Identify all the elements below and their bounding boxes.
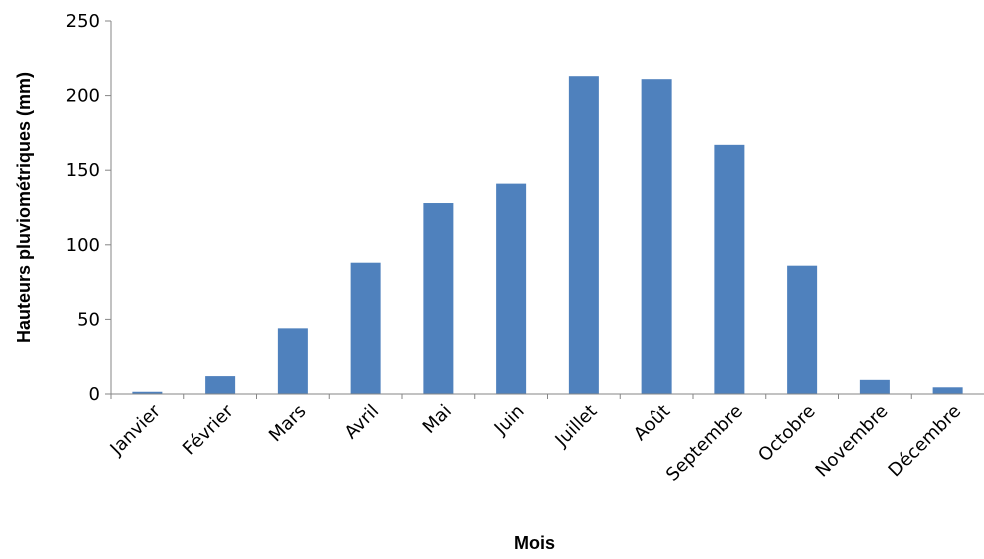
x-tick-label: Mars bbox=[265, 401, 310, 446]
bar bbox=[496, 183, 527, 394]
y-axis-title: Hauteurs pluviométriques (mm) bbox=[14, 72, 34, 343]
x-tick-label: Mai bbox=[419, 401, 456, 438]
bar bbox=[350, 262, 381, 394]
bar bbox=[714, 144, 745, 394]
bar bbox=[132, 391, 163, 394]
y-tick-label: 200 bbox=[66, 86, 100, 107]
bar bbox=[568, 76, 599, 394]
x-tick-label: Juin bbox=[490, 401, 529, 440]
x-tick-label: Juillet bbox=[551, 401, 602, 452]
y-tick-label: 250 bbox=[66, 11, 100, 32]
x-tick-label: Septembre bbox=[662, 401, 747, 486]
x-tick-label: Février bbox=[179, 400, 238, 459]
x-tick-label: Août bbox=[630, 401, 674, 445]
y-tick-label: 0 bbox=[89, 384, 100, 405]
y-axis-ticks: 0 50 100 150 200 250 bbox=[66, 11, 111, 405]
x-tick-label: Octobre bbox=[754, 401, 820, 467]
bar bbox=[277, 328, 308, 394]
y-tick-label: 50 bbox=[77, 309, 100, 330]
x-tick-label: Avril bbox=[341, 401, 384, 444]
x-tick-label: Décembre bbox=[885, 401, 966, 482]
y-tick-label: 150 bbox=[66, 160, 100, 181]
bar bbox=[932, 387, 963, 394]
bar-series bbox=[132, 76, 963, 395]
y-tick-label: 100 bbox=[66, 235, 100, 256]
x-tick-label: Novembre bbox=[812, 401, 893, 482]
x-tick-label: Janvier bbox=[106, 400, 166, 460]
bar bbox=[641, 79, 672, 395]
x-axis-title: Mois bbox=[514, 533, 555, 553]
bar bbox=[787, 265, 818, 394]
bar bbox=[859, 379, 890, 394]
bar bbox=[205, 376, 236, 394]
x-axis-tick-labels: Janvier Février Mars Avril Mai Juin Juillet Aoû… bbox=[106, 394, 966, 486]
bar bbox=[423, 203, 454, 394]
